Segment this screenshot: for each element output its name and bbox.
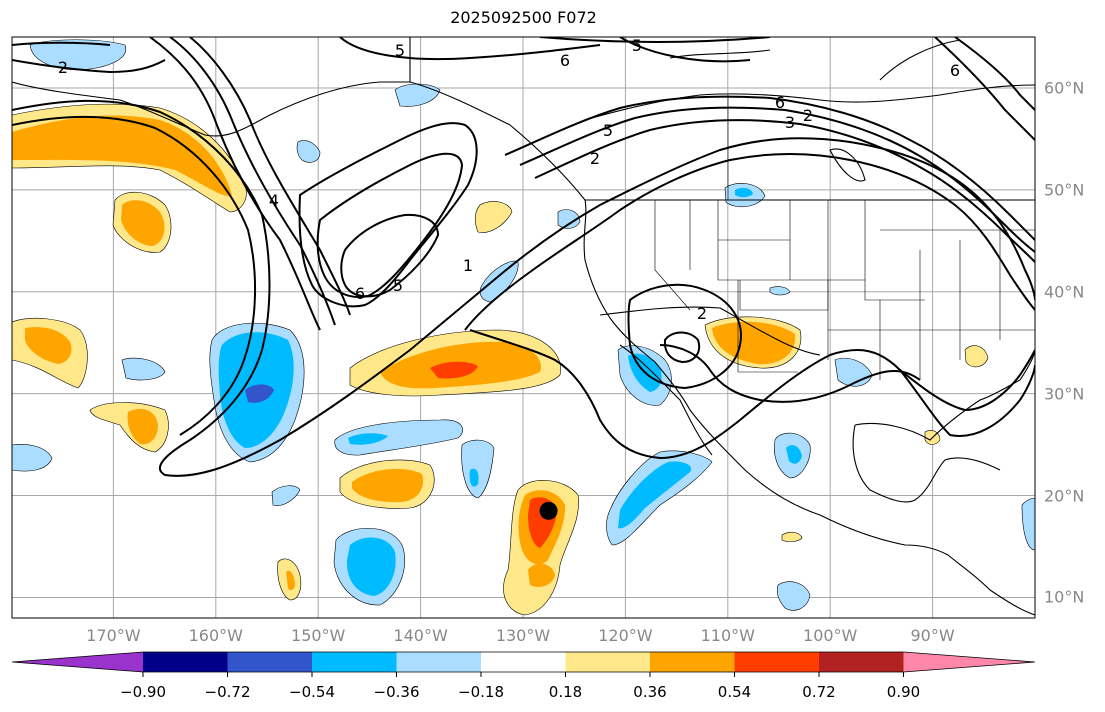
negative-anomaly-core <box>346 537 396 596</box>
colorbar-tick-label: −0.90 <box>120 683 166 701</box>
negative-anomaly-region <box>271 485 301 506</box>
negative-anomaly-core <box>469 468 479 487</box>
negative-anomaly-region <box>29 39 127 71</box>
contour-label: 5 <box>393 276 403 295</box>
negative-anomaly-region <box>834 357 873 387</box>
positive-anomaly-max <box>430 361 478 379</box>
negative-anomaly-region <box>769 286 791 296</box>
contours <box>12 37 1035 477</box>
colorbar-tick-label: −0.36 <box>373 683 420 701</box>
colorbar-segment <box>819 652 904 672</box>
longitude-label: 100°W <box>803 626 858 645</box>
colorbar-tick-label: −0.18 <box>458 683 504 701</box>
contour-label: 5 <box>395 41 405 60</box>
colorbar-extend-low <box>12 652 143 672</box>
colorbar-segment <box>143 652 228 672</box>
contours-inner <box>504 95 1035 263</box>
colorbar-tick-label: −0.72 <box>204 683 251 701</box>
positive-anomaly-core <box>121 200 165 246</box>
colorbar-segment <box>396 652 482 672</box>
latitude-label: 60°N <box>1044 78 1085 98</box>
positive-anomaly-core <box>286 570 295 591</box>
coastlines <box>12 37 1035 616</box>
negative-anomaly-core <box>618 461 692 529</box>
negative-anomaly-region <box>776 581 811 611</box>
colorbar-segment <box>565 652 651 672</box>
contour-label: 6 <box>950 61 960 80</box>
positive-anomaly-region <box>781 531 803 543</box>
longitude-label: 120°W <box>598 626 653 645</box>
colorbar-segment <box>650 652 735 672</box>
negative-anomaly-region <box>121 357 166 381</box>
contour-label: 2 <box>697 304 707 323</box>
colorbar-tick-label: 0.72 <box>802 683 836 701</box>
contour-label: 5 <box>603 121 613 140</box>
contour-label: 2 <box>803 106 813 125</box>
colorbar-segment <box>734 652 820 672</box>
negative-anomaly-region <box>334 419 463 456</box>
positive-anomaly-core <box>127 408 158 445</box>
longitude-label: 130°W <box>495 626 551 645</box>
negative-anomaly-core <box>786 445 802 464</box>
map-title: 2025092500 F072 <box>450 8 597 27</box>
positive-anomaly-core <box>712 321 796 365</box>
positive-anomaly-core <box>528 563 555 587</box>
latitude-label: 20°N <box>1044 486 1085 506</box>
negative-anomaly-region <box>479 260 519 303</box>
negative-anomaly-region <box>12 444 53 472</box>
positive-anomaly-core <box>25 327 72 364</box>
colorbar-segment <box>227 652 313 672</box>
positive-anomaly-core <box>12 115 232 196</box>
longitude-label: 160°W <box>188 626 243 645</box>
storm-center-marker <box>539 501 558 520</box>
contour-label: 4 <box>269 191 279 210</box>
colorbar-tick-label: 0.36 <box>633 683 667 701</box>
negative-anomaly-core <box>735 187 753 198</box>
contour-label: 1 <box>463 256 473 275</box>
colorbar-segment <box>481 652 566 672</box>
contour-label: 3 <box>785 113 795 132</box>
negative-anomaly-max <box>245 384 274 403</box>
anomaly-shading <box>12 39 1035 616</box>
map-frame <box>11 36 1036 619</box>
longitude-label: 110°W <box>700 626 755 645</box>
negative-anomaly-region <box>1021 497 1035 551</box>
contour-label: 2 <box>590 149 600 168</box>
longitude-label: 150°W <box>291 626 346 645</box>
negative-anomaly-region <box>394 83 441 107</box>
positive-anomaly-region <box>964 345 989 368</box>
contour-label: 6 <box>355 284 365 303</box>
contour-label: 2 <box>58 58 68 77</box>
contour-label: 6 <box>775 93 785 112</box>
colorbar-tick-label: 0.54 <box>717 683 752 701</box>
colorbar <box>11 651 1036 677</box>
latitude-label: 10°N <box>1044 587 1085 607</box>
negative-anomaly-region <box>606 450 713 546</box>
negative-anomaly-core <box>348 433 388 445</box>
colorbar-segment <box>312 652 397 672</box>
longitude-label: 170°W <box>86 626 141 645</box>
colorbar-extend-high <box>903 652 1035 672</box>
longitude-label: 90°W <box>910 626 955 645</box>
contour-label: 6 <box>560 51 570 70</box>
colorbar-tick-label: −0.54 <box>289 683 335 701</box>
contour-label: 5 <box>632 36 642 55</box>
negative-anomaly-region <box>296 140 321 163</box>
positive-anomaly-core <box>352 468 424 503</box>
latitude-label: 30°N <box>1044 384 1085 404</box>
colorbar-tick-label: 0.18 <box>548 683 583 701</box>
colorbar-tick-label: 0.90 <box>886 683 921 701</box>
positive-anomaly-region <box>474 201 513 233</box>
latitude-label: 50°N <box>1044 180 1085 200</box>
longitude-label: 140°W <box>393 626 448 645</box>
latitude-label: 40°N <box>1044 282 1085 302</box>
state-borders <box>654 95 1035 380</box>
negative-anomaly-region <box>461 439 495 499</box>
